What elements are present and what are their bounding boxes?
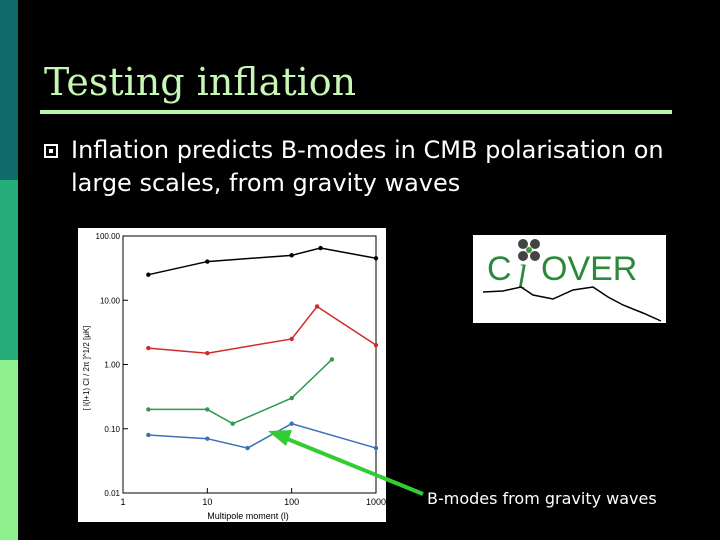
series-point-0 <box>146 272 151 277</box>
y-axis-label: [ l(l+1) Cl / 2π ]^1/2 [μK] <box>82 326 91 411</box>
logo-over: OVER <box>541 250 637 288</box>
series-point-3 <box>289 421 294 426</box>
series-point-0 <box>205 259 210 264</box>
series-point-1 <box>373 342 379 348</box>
series-point-2 <box>146 407 151 412</box>
plot-ticks: 1 10 100 1000 100.00 10.00 1.00 0.10 0.01 <box>96 232 386 507</box>
side-stripe-top <box>0 0 18 180</box>
plot-axes <box>122 235 377 494</box>
x-tick-label: 1000 <box>366 497 386 507</box>
series-line-2 <box>148 358 333 425</box>
title-underline <box>40 110 672 114</box>
y-tick-label: 0.10 <box>104 425 120 434</box>
power-spectrum-plot: 1 10 100 1000 100.00 10.00 1.00 0.10 0.01 Multip… <box>78 228 386 522</box>
x-tick-label: 10 <box>202 497 212 507</box>
plot-frame <box>122 235 377 494</box>
series-point-3 <box>146 432 151 438</box>
y-tick-label: 100.00 <box>96 232 121 241</box>
plot-series <box>146 245 379 451</box>
series-point-1 <box>146 345 151 351</box>
arrow-caption: B-modes from gravity waves <box>427 489 657 508</box>
series-point-3 <box>205 436 210 441</box>
series-line-0 <box>148 247 377 276</box>
series-point-1 <box>205 350 210 356</box>
logo-l: l <box>517 259 526 296</box>
series-point-1 <box>289 336 294 342</box>
series-point-0 <box>373 256 379 261</box>
series-point-3 <box>373 445 379 451</box>
x-tick-label: 100 <box>284 497 299 507</box>
series-point-2 <box>329 357 335 362</box>
series-point-0 <box>289 253 294 258</box>
series-point-1 <box>314 304 320 309</box>
clover-logo: C l OVER <box>473 235 666 323</box>
series-point-2 <box>205 407 210 412</box>
series-line-3 <box>148 422 377 449</box>
series-line-1 <box>148 305 377 354</box>
y-tick-label: 10.00 <box>100 296 121 305</box>
bullet-square-icon <box>44 144 58 158</box>
side-stripe-bottom <box>0 360 18 540</box>
slide-title: Testing inflation <box>44 60 357 104</box>
x-axis-label: Multipole moment (l) <box>207 511 289 521</box>
bullet-text: Inflation predicts B-modes in CMB polari… <box>71 136 664 197</box>
logo-c: C <box>487 250 512 288</box>
series-point-3 <box>245 445 250 451</box>
series-point-2 <box>289 395 294 401</box>
side-stripe-middle <box>0 180 18 360</box>
series-point-2 <box>230 421 235 426</box>
clover-logo-svg: C l OVER <box>482 239 662 322</box>
logo-curve <box>482 286 662 322</box>
clover-flower-icon <box>518 239 540 261</box>
y-tick-label: 0.01 <box>104 489 120 498</box>
series-point-0 <box>318 245 323 251</box>
y-tick-label: 1.00 <box>104 361 120 370</box>
plot-svg: 1 10 100 1000 100.00 10.00 1.00 0.10 0.01 Multip… <box>82 232 386 521</box>
x-tick-label: 1 <box>120 497 125 507</box>
